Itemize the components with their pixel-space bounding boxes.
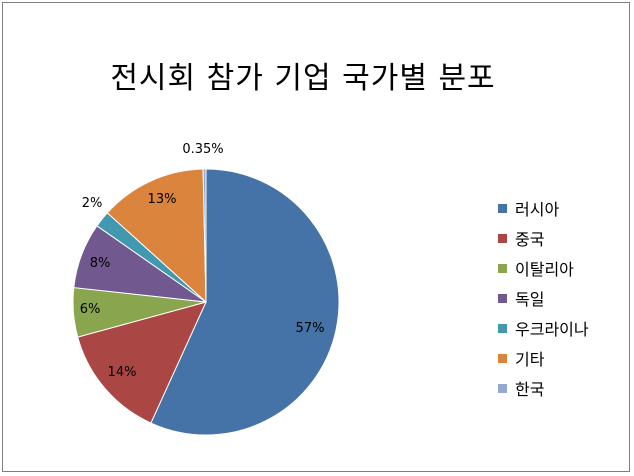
legend-item-3: 이탈리아 (498, 253, 628, 283)
legend-item-4: 독일 (498, 283, 628, 313)
data-label-5: 2% (82, 196, 103, 211)
pie-slice-7 (202, 168, 207, 303)
legend-swatch (498, 293, 507, 303)
pie-slice-2 (77, 301, 207, 424)
data-label-2: 14% (108, 365, 137, 380)
legend-label: 중국 (515, 230, 545, 249)
data-label-4: 8% (90, 256, 111, 271)
legend-item-1: 러시아 (498, 193, 628, 223)
data-label-7: 0.35% (182, 142, 223, 157)
pie-slice-6 (106, 168, 207, 304)
legend-label: 우크라이나 (515, 320, 589, 339)
legend-item-2: 중국 (498, 223, 628, 253)
legend-item-6: 기타 (498, 343, 628, 373)
legend-swatch (498, 233, 507, 243)
legend-label: 이탈리아 (515, 260, 574, 279)
legend-swatch (498, 383, 507, 393)
legend-swatch (498, 263, 507, 273)
legend-label: 러시아 (515, 200, 560, 219)
legend-swatch (498, 323, 507, 333)
data-label-1: 57% (296, 321, 325, 336)
legend-item-7: 한국 (498, 373, 628, 403)
pie-slice-1 (150, 168, 340, 436)
legend-swatch (498, 203, 507, 213)
data-label-3: 6% (80, 302, 101, 317)
legend-item-5: 우크라이나 (498, 313, 628, 343)
legend-label: 독일 (515, 290, 545, 309)
legend-label: 한국 (515, 380, 545, 399)
chart-title: 전시회 참가 기업 국가별 분포 (110, 61, 496, 96)
data-label-6: 13% (148, 192, 177, 207)
legend-swatch (498, 353, 507, 363)
legend-label: 기타 (515, 350, 545, 369)
